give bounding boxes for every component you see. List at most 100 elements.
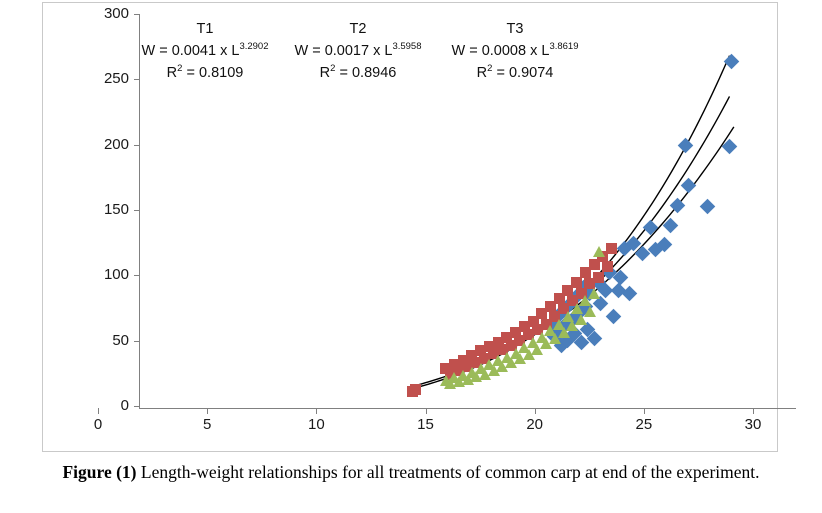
data-point-t3 bbox=[518, 342, 531, 354]
annotation-equation: W = 0.0008 x L3.8619 bbox=[421, 38, 609, 60]
data-point-t2 bbox=[588, 258, 600, 270]
chart-frame: 0 50 100 150 200 250 300 0 5 10 15 20 25 30 T1 W = 0.… bbox=[42, 2, 796, 452]
data-point-t2 bbox=[466, 350, 478, 362]
y-tick-mark bbox=[134, 14, 140, 15]
data-point-t3 bbox=[540, 338, 553, 350]
data-point-t2 bbox=[531, 324, 543, 336]
r2-value: = 0.8946 bbox=[335, 64, 397, 81]
equation-exponent: 3.8619 bbox=[549, 41, 579, 52]
data-point-t3 bbox=[561, 311, 574, 323]
data-point-t2 bbox=[523, 329, 535, 341]
data-point-t2 bbox=[593, 271, 604, 283]
data-point-t3 bbox=[535, 331, 548, 343]
data-point-t2 bbox=[527, 316, 539, 328]
annotation-equation: W = 0.0017 x L3.5958 bbox=[268, 38, 448, 60]
r2-superscript: 2 bbox=[177, 62, 183, 74]
data-point-t2 bbox=[553, 292, 565, 304]
x-tick-label: 30 bbox=[744, 416, 762, 433]
x-tick-label: 5 bbox=[202, 416, 212, 433]
data-point-t3 bbox=[570, 303, 583, 315]
data-point-t3 bbox=[579, 295, 592, 307]
y-tick-mark bbox=[134, 406, 140, 407]
data-point-t3 bbox=[505, 356, 518, 368]
y-tick-mark bbox=[134, 210, 140, 211]
annotation-equation: W = 0.0041 x L3.2902 bbox=[115, 38, 295, 60]
data-point-t2 bbox=[584, 278, 596, 290]
x-tick-label: 10 bbox=[307, 416, 325, 433]
r2-symbol: R bbox=[476, 64, 488, 81]
x-axis-line bbox=[139, 408, 796, 409]
y-tick-label: 50 bbox=[112, 331, 129, 349]
data-point-t3 bbox=[588, 287, 601, 299]
data-point-t2 bbox=[536, 308, 548, 320]
data-point-t2 bbox=[492, 337, 504, 349]
y-tick-mark bbox=[134, 275, 140, 277]
data-point-t3 bbox=[527, 337, 539, 349]
data-point-t3 bbox=[531, 343, 544, 355]
data-point-t3 bbox=[575, 313, 588, 325]
y-tick-mark bbox=[134, 340, 140, 342]
r2-superscript: 2 bbox=[487, 62, 493, 74]
x-tick-label: 15 bbox=[417, 416, 434, 433]
r2-symbol: R bbox=[166, 64, 178, 81]
r2-superscript: 2 bbox=[330, 62, 336, 74]
data-point-t2 bbox=[549, 311, 561, 323]
figure-caption: Figure (1) Length-weight relationships f… bbox=[22, 460, 800, 485]
data-point-t3 bbox=[592, 245, 605, 257]
data-point-t3 bbox=[461, 373, 474, 385]
x-tick-label: 25 bbox=[635, 416, 653, 433]
y-tick-label: 0 bbox=[120, 397, 129, 414]
y-tick-label: 300 bbox=[103, 5, 129, 22]
data-point-t3 bbox=[470, 371, 483, 383]
x-tick-mark bbox=[425, 408, 427, 414]
equation-base: W = 0.0041 x L bbox=[141, 42, 240, 59]
y-tick-mark bbox=[134, 144, 140, 146]
data-point-t3 bbox=[522, 348, 535, 360]
data-point-t2 bbox=[483, 341, 495, 353]
r2-symbol: R bbox=[319, 64, 331, 81]
data-point-t2 bbox=[510, 326, 522, 338]
data-point-t2 bbox=[558, 303, 570, 315]
x-tick-label: 20 bbox=[526, 416, 543, 433]
equation-exponent: 3.5958 bbox=[392, 41, 422, 52]
x-tick-mark bbox=[207, 408, 209, 414]
annotation-title: T1 bbox=[196, 21, 214, 37]
data-point-t2 bbox=[571, 277, 583, 289]
x-tick-mark bbox=[98, 408, 99, 414]
y-tick-label: 250 bbox=[103, 70, 129, 88]
data-point-t3 bbox=[583, 305, 596, 317]
x-tick-mark bbox=[534, 408, 536, 414]
equation-base: W = 0.0017 x L bbox=[294, 42, 393, 59]
data-point-t3 bbox=[513, 352, 526, 364]
data-point-t3 bbox=[553, 318, 566, 330]
x-tick-mark bbox=[316, 408, 318, 414]
r2-value: = 0.9074 bbox=[492, 64, 554, 81]
annotation-title: T2 bbox=[349, 21, 367, 37]
data-point-t2 bbox=[579, 266, 591, 278]
annotation-r-squared: R2 = 0.8109 bbox=[115, 60, 295, 82]
caption-figure-number: Figure (1) bbox=[62, 462, 137, 482]
data-point-t3 bbox=[452, 376, 465, 388]
data-point-t3 bbox=[557, 326, 570, 338]
data-point-t2 bbox=[475, 345, 487, 356]
trendline-t1 bbox=[410, 126, 735, 388]
data-point-t2 bbox=[488, 347, 500, 359]
annotation-r-squared: R2 = 0.9074 bbox=[421, 60, 609, 82]
annotation-t3: T3 W = 0.0008 x L3.8619 R2 = 0.9074 bbox=[421, 21, 609, 82]
data-point-t2 bbox=[562, 284, 574, 296]
data-point-t2 bbox=[518, 321, 530, 333]
data-point-t2 bbox=[540, 318, 552, 330]
data-point-t2 bbox=[505, 339, 517, 351]
data-point-t3 bbox=[487, 364, 500, 376]
y-tick-label: 200 bbox=[103, 135, 129, 153]
equation-exponent: 3.2902 bbox=[239, 41, 269, 52]
data-point-t2 bbox=[496, 343, 508, 355]
y-tick-label: 150 bbox=[103, 201, 129, 218]
x-tick-mark bbox=[753, 408, 754, 414]
data-point-t2 bbox=[606, 243, 618, 255]
x-tick-label: 0 bbox=[93, 416, 103, 433]
data-point-t2 bbox=[601, 261, 613, 273]
data-point-t2 bbox=[514, 334, 526, 346]
data-point-t3 bbox=[496, 360, 509, 372]
